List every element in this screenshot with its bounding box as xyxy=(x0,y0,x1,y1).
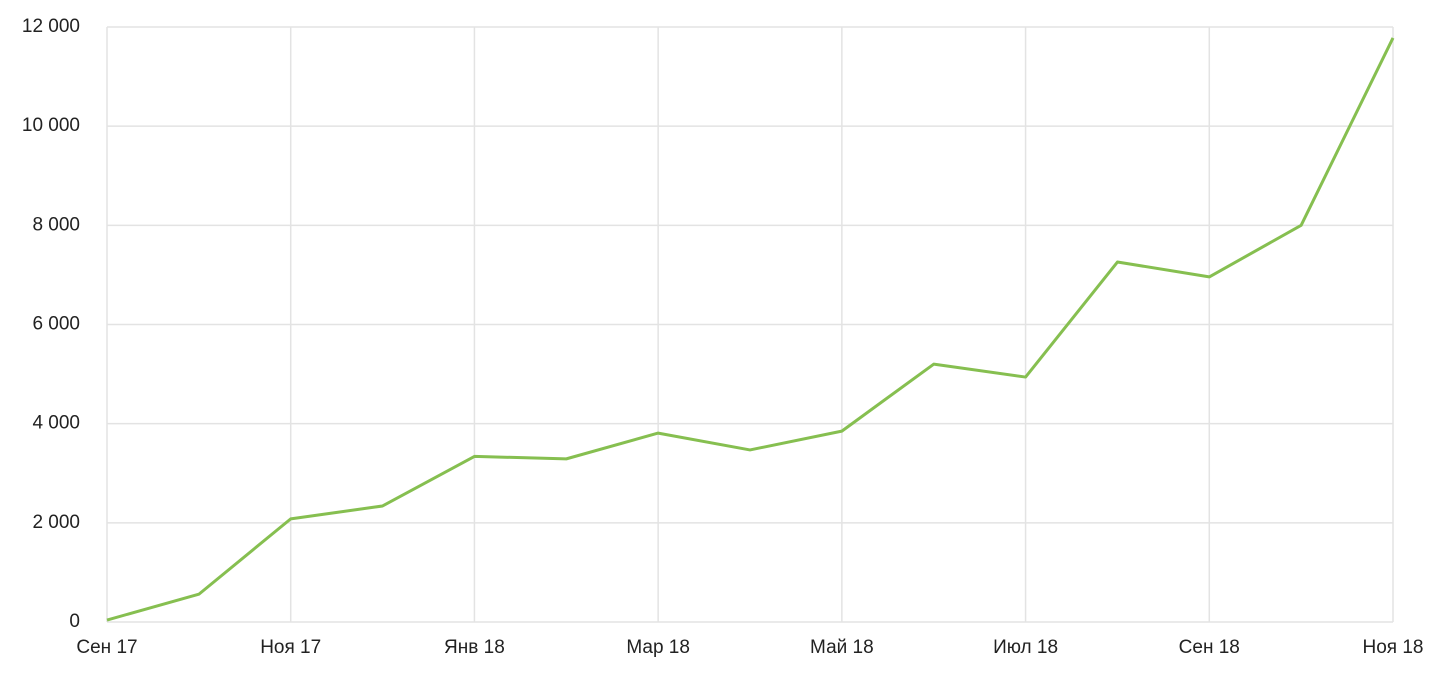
y-tick-label: 12 000 xyxy=(22,16,80,37)
y-tick-label: 2 000 xyxy=(32,512,80,533)
x-tick-label: Июл 18 xyxy=(993,637,1058,658)
x-tick-label: Сен 17 xyxy=(76,637,137,658)
y-tick-label: 0 xyxy=(69,611,80,632)
y-tick-label: 8 000 xyxy=(32,214,80,235)
y-tick-label: 10 000 xyxy=(22,115,80,136)
x-tick-label: Янв 18 xyxy=(444,637,505,658)
x-tick-label: Ноя 17 xyxy=(260,637,321,658)
y-tick-label: 6 000 xyxy=(32,314,80,335)
x-tick-label: Май 18 xyxy=(810,637,874,658)
x-tick-label: Мар 18 xyxy=(626,637,690,658)
line-series xyxy=(106,37,1395,622)
x-tick-label: Ноя 18 xyxy=(1363,637,1424,658)
x-tick-label: Сен 18 xyxy=(1179,637,1240,658)
y-tick-label: 4 000 xyxy=(32,413,80,434)
